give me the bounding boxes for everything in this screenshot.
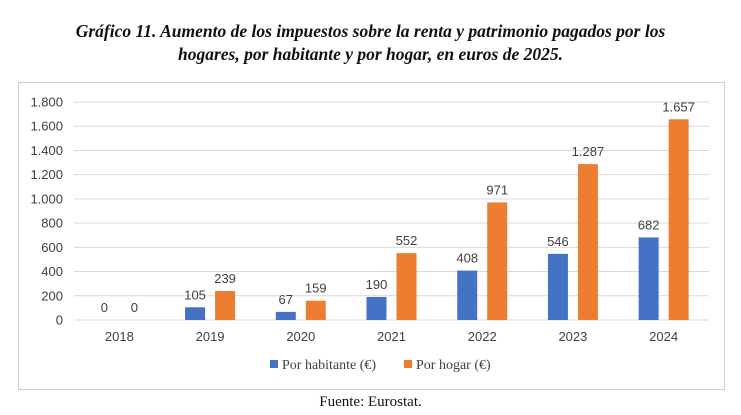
y-tick-label: 1.600 <box>30 119 63 134</box>
bar-por-hogar <box>487 202 508 320</box>
y-tick-label: 800 <box>41 216 63 231</box>
bar-por-hogar <box>305 300 326 320</box>
y-tick-label: 400 <box>41 264 63 279</box>
y-tick-label: 200 <box>41 288 63 303</box>
data-label: 552 <box>396 233 418 248</box>
bar-por-habitante <box>275 311 296 320</box>
data-label: 67 <box>279 292 293 307</box>
y-tick-label: 1.800 <box>30 95 63 110</box>
x-tick-label: 2022 <box>468 329 497 344</box>
bar-por-hogar <box>668 119 689 320</box>
chart-area: 0 200 400 600 800 1.000 1.200 1.400 1.600 1.800 0 0… <box>18 82 725 390</box>
data-label: 105 <box>184 287 206 302</box>
data-label: 1.657 <box>662 99 695 114</box>
chart-title: Gráfico 11. Aumento de los impuestos sob… <box>0 20 741 66</box>
bar-por-habitante <box>638 237 659 320</box>
legend-swatch <box>404 360 412 368</box>
data-label: 0 <box>131 300 138 315</box>
data-label: 0 <box>101 300 108 315</box>
bar-por-hogar <box>215 291 236 320</box>
data-label: 1.287 <box>572 144 605 159</box>
bar-por-habitante <box>457 270 478 320</box>
chart-title-line-2: hogares, por habitante y por hogar, en e… <box>177 44 564 64</box>
bar-por-habitante <box>185 307 206 320</box>
x-tick-label: 2020 <box>286 329 315 344</box>
y-tick-label: 0 <box>56 313 63 328</box>
data-label: 682 <box>638 217 660 232</box>
bar-por-habitante <box>547 253 568 320</box>
y-tick-label: 600 <box>41 240 63 255</box>
legend-swatch <box>270 360 278 368</box>
data-label: 546 <box>547 234 569 249</box>
x-tick-label: 2018 <box>105 329 134 344</box>
x-tick-label: 2024 <box>649 329 678 344</box>
y-tick-label: 1.200 <box>30 167 63 182</box>
legend-label: Por habitante (€) <box>282 358 376 373</box>
y-tick-label: 1.000 <box>30 191 63 206</box>
bar-por-hogar <box>396 253 417 320</box>
y-tick-label: 1.400 <box>30 143 63 158</box>
data-label: 408 <box>456 251 478 266</box>
bar-chart: 0 200 400 600 800 1.000 1.200 1.400 1.600 1.800 0 0… <box>30 95 709 373</box>
x-tick-label: 2023 <box>558 329 587 344</box>
chart-title-line-1: Gráfico 11. Aumento de los impuestos sob… <box>75 21 666 41</box>
bar-por-habitante <box>366 296 387 320</box>
data-label: 971 <box>486 182 508 197</box>
source-note: Fuente: Eurostat. <box>319 394 422 410</box>
data-label: 239 <box>214 271 236 286</box>
data-label: 159 <box>305 281 327 296</box>
bar-por-hogar <box>577 164 598 320</box>
x-tick-label: 2021 <box>377 329 406 344</box>
legend-label: Por hogar (€) <box>416 358 491 373</box>
data-label: 190 <box>366 277 388 292</box>
x-tick-label: 2019 <box>196 329 225 344</box>
